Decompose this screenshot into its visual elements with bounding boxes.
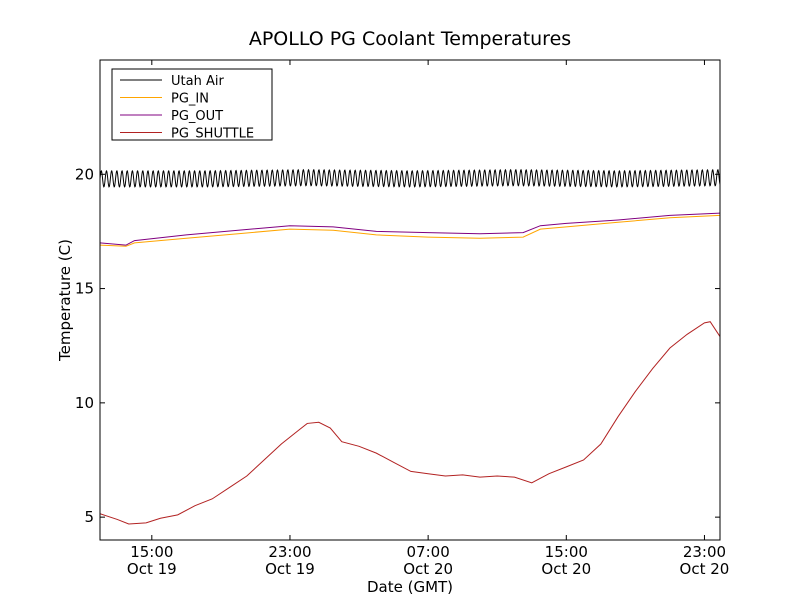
x-tick-label-date: Oct 20 [403, 560, 453, 578]
legend-label-pg-in: PG_IN [171, 92, 209, 107]
series-line-pg-out [100, 212, 720, 246]
x-tick-label-time: 15:00 [130, 543, 173, 561]
series-line-utah-air [100, 168, 720, 188]
legend-label-utah-air: Utah Air [171, 74, 224, 89]
y-tick-label: 5 [84, 508, 94, 526]
x-tick-label-date: Oct 19 [265, 560, 315, 578]
legend-label-pg-shuttle: PG_SHUTTLE [171, 127, 254, 142]
y-tick-label: 10 [75, 394, 94, 412]
x-tick-label-date: Oct 19 [127, 560, 177, 578]
x-tick-label-time: 23:00 [683, 543, 726, 561]
series-line-pg-shuttle [100, 321, 720, 525]
legend-frame [111, 68, 273, 141]
chart-title: APOLLO PG Coolant Temperatures [249, 28, 571, 50]
y-tick-label: 20 [75, 165, 94, 183]
x-tick-label-date: Oct 20 [680, 560, 730, 578]
legend-label-pg-out: PG_OUT [171, 109, 223, 124]
x-tick-label-date: Oct 20 [541, 560, 591, 578]
legend: Utah Air PG_IN PG_OUT PG_SHUTTLE [111, 68, 273, 142]
y-axis: 5 10 15 20 [75, 165, 720, 526]
y-tick-label: 15 [75, 280, 94, 298]
x-axis-label: Date (GMT) [367, 578, 453, 596]
y-axis-label: Temperature (C) [56, 239, 74, 362]
series-line-pg-in [100, 214, 720, 247]
x-tick-label-time: 23:00 [268, 543, 311, 561]
series-layer [100, 168, 720, 525]
x-tick-label-time: 07:00 [407, 543, 450, 561]
plot-frame [99, 59, 721, 541]
x-tick-label-time: 15:00 [545, 543, 588, 561]
